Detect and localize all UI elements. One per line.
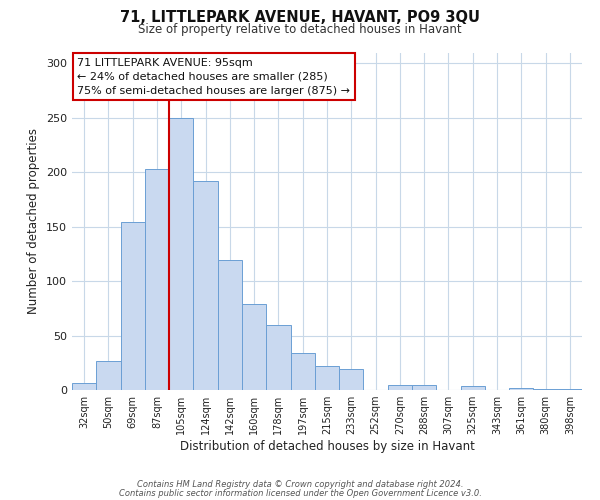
Bar	[290, 353, 315, 390]
Bar	[533, 389, 558, 390]
Bar	[315, 366, 339, 390]
Text: Contains public sector information licensed under the Open Government Licence v3: Contains public sector information licen…	[119, 488, 481, 498]
Text: 71 LITTLEPARK AVENUE: 95sqm
← 24% of detached houses are smaller (285)
75% of se: 71 LITTLEPARK AVENUE: 95sqm ← 24% of det…	[77, 58, 350, 96]
Bar	[558, 389, 582, 390]
Bar	[145, 169, 169, 390]
Bar	[72, 384, 96, 390]
Text: Size of property relative to detached houses in Havant: Size of property relative to detached ho…	[138, 22, 462, 36]
Bar	[266, 324, 290, 390]
Bar	[412, 384, 436, 390]
Bar	[242, 304, 266, 390]
Bar	[121, 222, 145, 390]
Bar	[169, 118, 193, 390]
Bar	[193, 181, 218, 390]
Bar	[461, 386, 485, 390]
Bar	[339, 370, 364, 390]
Text: 71, LITTLEPARK AVENUE, HAVANT, PO9 3QU: 71, LITTLEPARK AVENUE, HAVANT, PO9 3QU	[120, 10, 480, 25]
Bar	[388, 384, 412, 390]
X-axis label: Distribution of detached houses by size in Havant: Distribution of detached houses by size …	[179, 440, 475, 453]
Bar	[218, 260, 242, 390]
Bar	[96, 360, 121, 390]
Text: Contains HM Land Registry data © Crown copyright and database right 2024.: Contains HM Land Registry data © Crown c…	[137, 480, 463, 489]
Y-axis label: Number of detached properties: Number of detached properties	[28, 128, 40, 314]
Bar	[509, 388, 533, 390]
